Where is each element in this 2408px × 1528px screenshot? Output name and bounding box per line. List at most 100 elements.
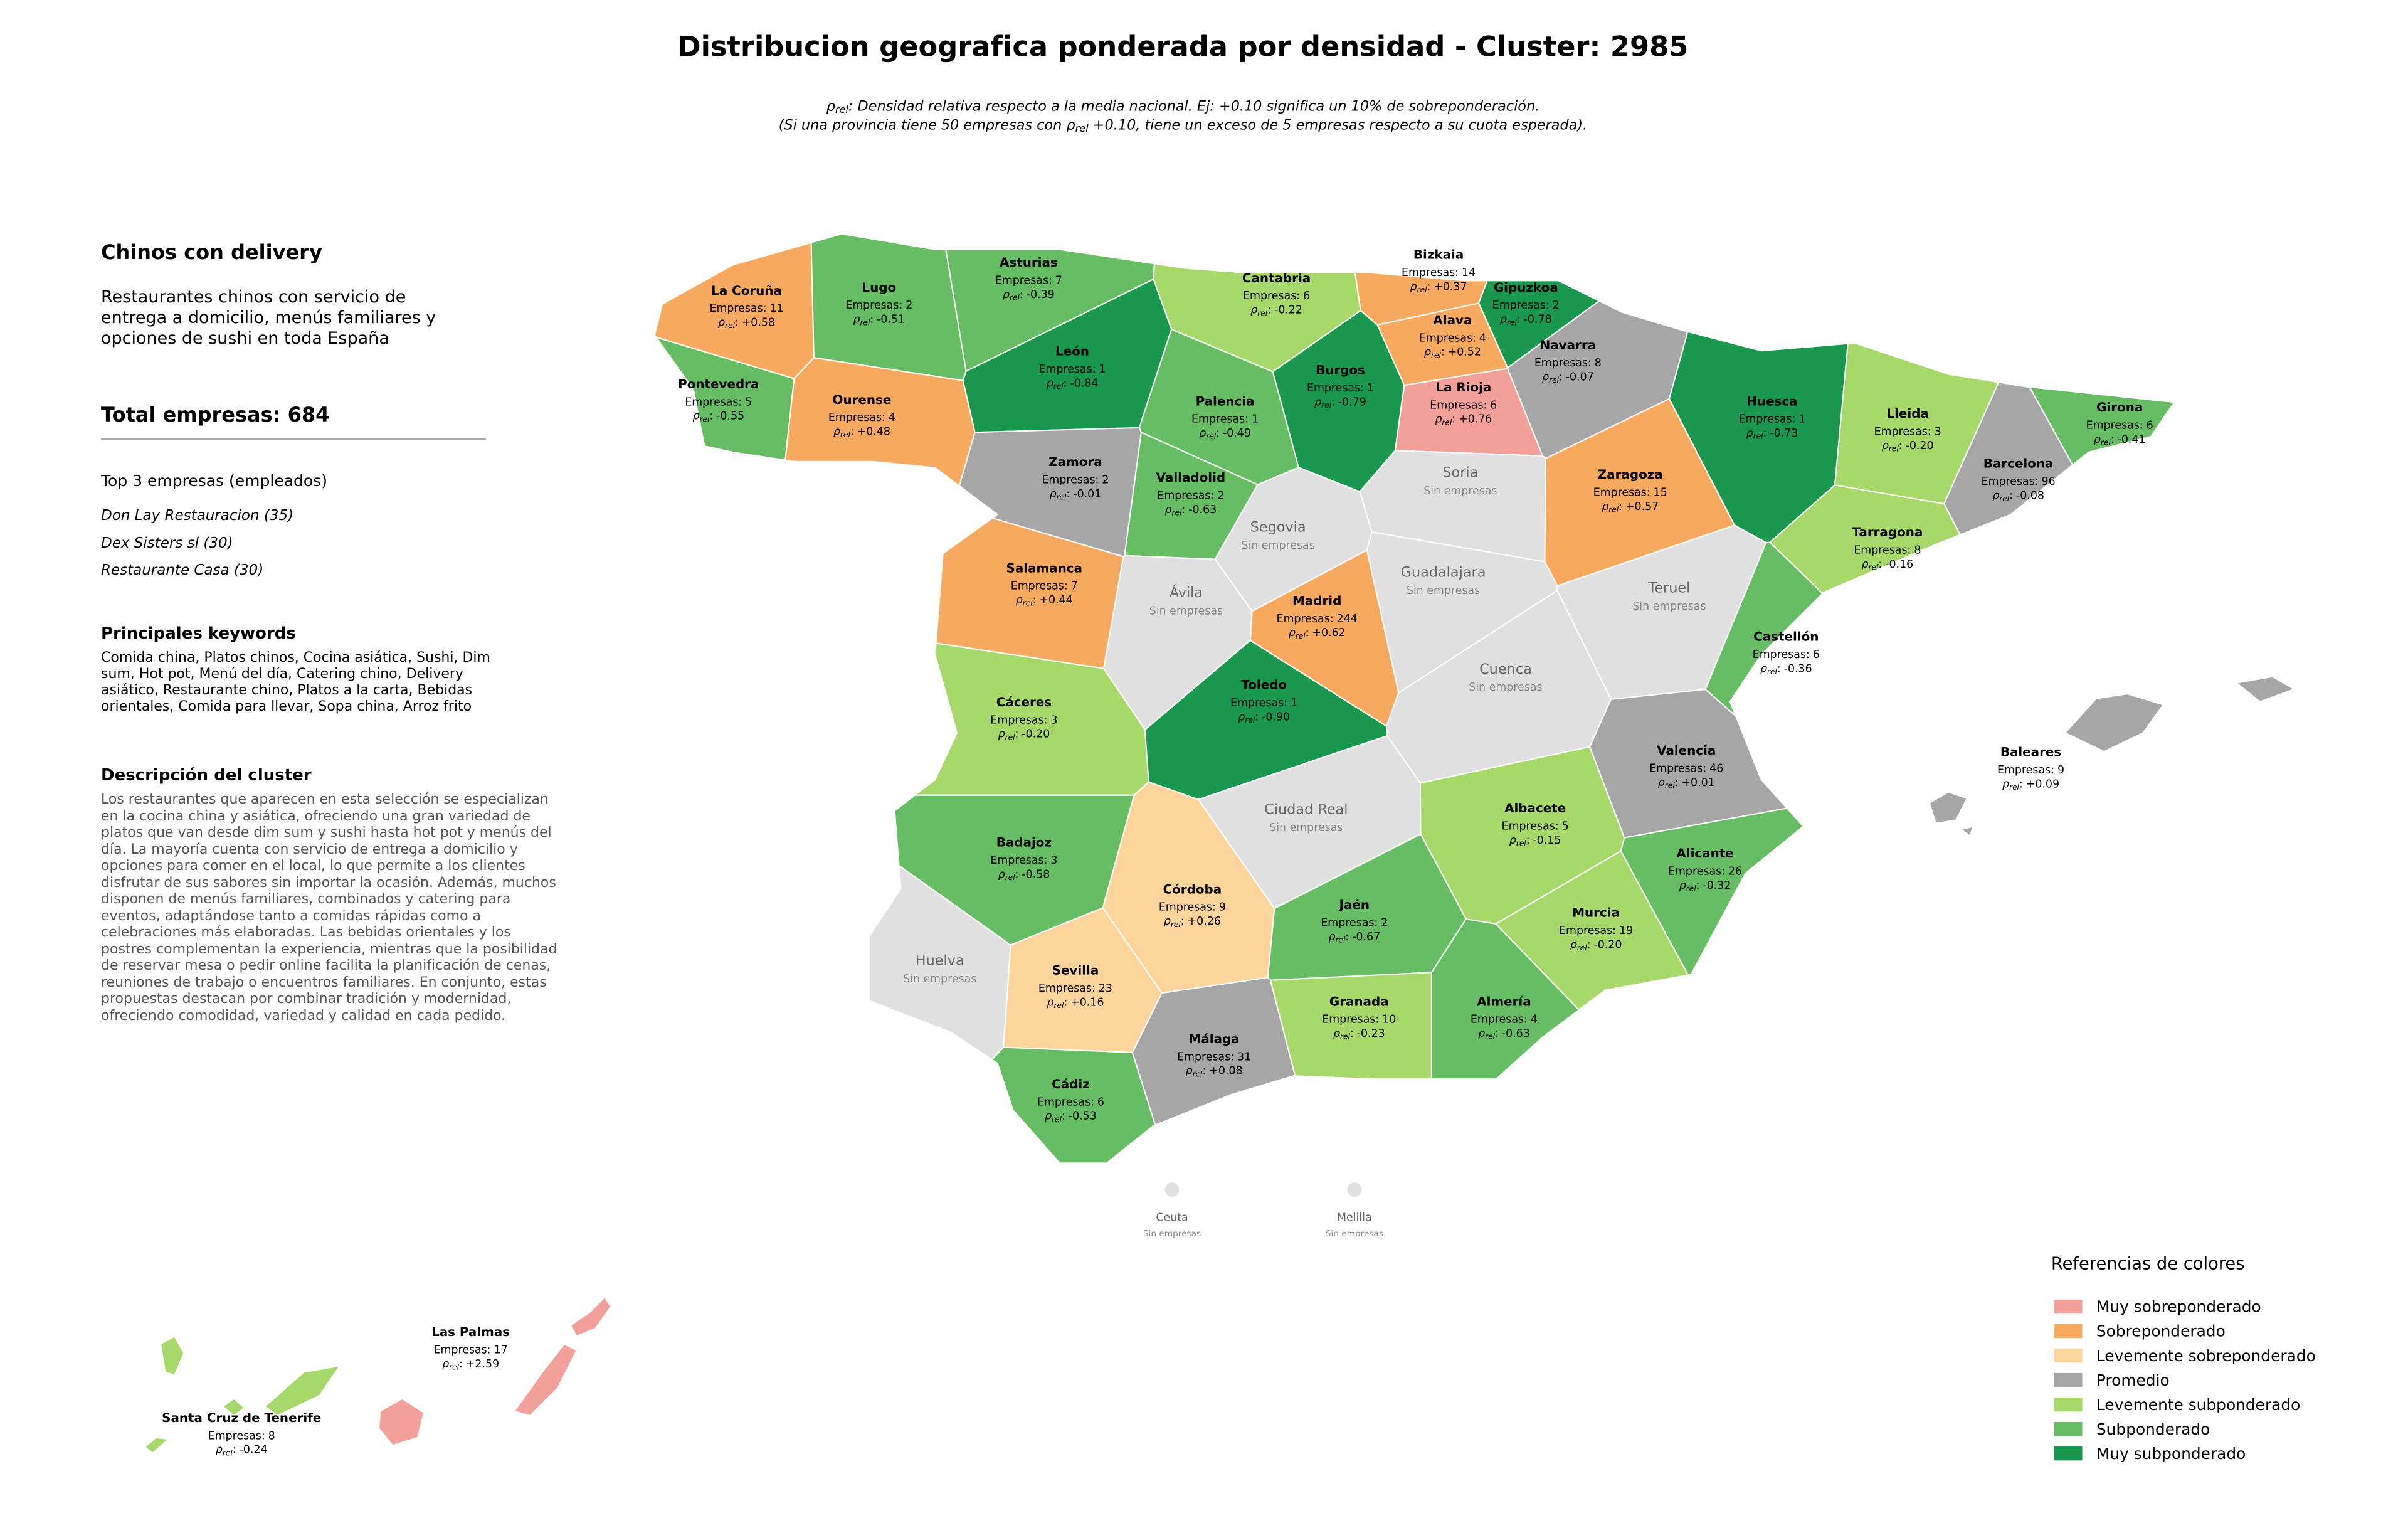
province-rho: ρrel: +0.52 (1424, 346, 1481, 360)
rho-sub: rel (1999, 494, 2009, 503)
rho-symbol: ρ (1329, 931, 1336, 943)
companies-value: 31 (1237, 1051, 1251, 1063)
title: Distribucion geografica ponderada por de… (677, 29, 1688, 63)
rho-sub: rel (1206, 432, 1216, 441)
companies-value: 19 (1619, 925, 1633, 937)
companies-value: 15 (1654, 486, 1667, 499)
divider (101, 438, 486, 440)
subtitle-text: +0.10, tiene un exceso de 5 empresas res… (1089, 117, 1588, 133)
rho-symbol: ρ (1424, 346, 1431, 359)
rho-sub: rel (1431, 351, 1441, 359)
province-rho: ρrel: -0.16 (1862, 558, 1914, 572)
top-company: Restaurante Casa (30) (101, 562, 264, 578)
province (159, 1335, 185, 1376)
rho-value: -0.84 (1070, 377, 1098, 390)
rho-symbol: ρ (1050, 488, 1057, 501)
rho-value: -0.53 (1069, 1110, 1097, 1123)
province-name: La Rioja (1435, 380, 1491, 395)
companies-prefix: Empresas: (1982, 475, 2039, 488)
province-companies: Empresas: 2 (1321, 917, 1388, 930)
province-name: Girona (2096, 400, 2143, 415)
province-companies: Empresas: 23 (1038, 982, 1112, 995)
rho-suffix: : (1350, 1027, 1354, 1040)
province-name: Melilla (1337, 1211, 1372, 1224)
companies-value: 26 (1728, 865, 1742, 878)
no-companies: Sin empresas (903, 973, 976, 985)
province-name: Gipuzkoa (1494, 280, 1558, 295)
companies-value: 1 (1099, 363, 1106, 376)
province-companies: Empresas: 26 (1668, 865, 1742, 878)
rho-value: +0.09 (2026, 778, 2059, 790)
companies-value: 23 (1099, 982, 1112, 995)
province-name: Alicante (1676, 846, 1733, 861)
province-name: Barcelona (1983, 457, 2054, 471)
rho-suffix: : (1306, 627, 1309, 639)
legend-swatch (2054, 1299, 2083, 1314)
rho-symbol: ρ (1003, 289, 1010, 301)
no-companies: Sin empresas (1269, 822, 1343, 834)
province (2235, 676, 2296, 703)
province-companies: Empresas: 14 (1402, 267, 1476, 279)
rho-sub: rel (860, 318, 870, 327)
province-rho: ρrel: +0.26 (1164, 915, 1221, 929)
province-rho: ρrel: -0.20 (1570, 938, 1622, 952)
province-rho: ρrel: +0.01 (1658, 777, 1715, 790)
province-companies: Empresas: 1 (1738, 413, 1805, 426)
province-name: Lugo (862, 280, 896, 295)
rho-symbol: ρ (1542, 371, 1549, 384)
rho-value: +0.76 (1459, 413, 1492, 426)
province-rho: ρrel: -0.73 (1746, 427, 1798, 441)
legend-title: Referencias de colores (2051, 1254, 2245, 1273)
rho-symbol: ρ (1478, 1027, 1485, 1040)
rho-symbol: ρ (826, 98, 835, 114)
description: Los restaurantes que aparecen en esta se… (101, 792, 557, 1024)
province-name: Baleares (2000, 745, 2061, 760)
province (1430, 918, 1580, 1080)
province-name: Sevilla (1052, 963, 1099, 978)
companies-prefix: Empresas: (1668, 865, 1725, 878)
rho-symbol: ρ (998, 728, 1005, 741)
province-name: Cádiz (1052, 1077, 1090, 1091)
province-rho: ρrel: -0.32 (1679, 879, 1731, 893)
province-name: Navarra (1540, 338, 1596, 353)
province-rho: ρrel: -0.90 (1238, 711, 1290, 724)
province (1163, 1181, 1181, 1199)
rho-symbol: ρ (1882, 440, 1889, 452)
province (1928, 791, 1968, 824)
companies-value: 4 (1531, 1014, 1538, 1026)
companies-prefix: Empresas: (1037, 1096, 1094, 1108)
province-rho: ρrel: -0.78 (1500, 314, 1552, 327)
rho-sub: rel (1767, 667, 1777, 676)
province (378, 1398, 425, 1446)
rho-suffix: : (233, 1444, 236, 1456)
rho-suffix: : (2019, 778, 2023, 790)
province-companies: Empresas: 8 (1534, 357, 1602, 369)
rho-suffix: : (1427, 280, 1430, 293)
rho-symbol: ρ (1500, 314, 1507, 326)
province-name: La Coruña (711, 284, 782, 298)
top-company: Don Lay Restauracion (35) (101, 507, 294, 524)
province-name: Asturias (1000, 255, 1058, 270)
companies-value: 2 (1381, 917, 1388, 930)
legend-swatch (2054, 1421, 2083, 1436)
province-name: Tarragona (1852, 525, 1923, 539)
province-rho: ρrel: +2.59 (442, 1358, 499, 1372)
companies-prefix: Empresas: (1593, 486, 1650, 499)
rho-suffix: : (1899, 440, 1903, 452)
rho-sub: rel (1889, 445, 1899, 454)
rho-symbol: ρ (1992, 489, 1999, 502)
rho-symbol: ρ (1333, 1027, 1340, 1040)
rho-suffix: : (2111, 433, 2115, 446)
province-companies: Empresas: 46 (1649, 762, 1723, 775)
rho-sub: rel (835, 103, 849, 115)
rho-symbol: ρ (1602, 501, 1608, 513)
province (1346, 1181, 1363, 1199)
rho-symbol: ρ (2094, 433, 2101, 446)
rho-sub: rel (2009, 783, 2019, 792)
rho-symbol: ρ (216, 1444, 223, 1456)
province-companies: Empresas: 19 (1559, 925, 1633, 937)
subtitle-text: (Si una provincia tiene 50 empresas con (779, 117, 1067, 133)
companies-prefix: Empresas: (685, 396, 742, 408)
rho-sub: rel (2101, 438, 2111, 447)
province-name: Teruel (1647, 580, 1690, 597)
